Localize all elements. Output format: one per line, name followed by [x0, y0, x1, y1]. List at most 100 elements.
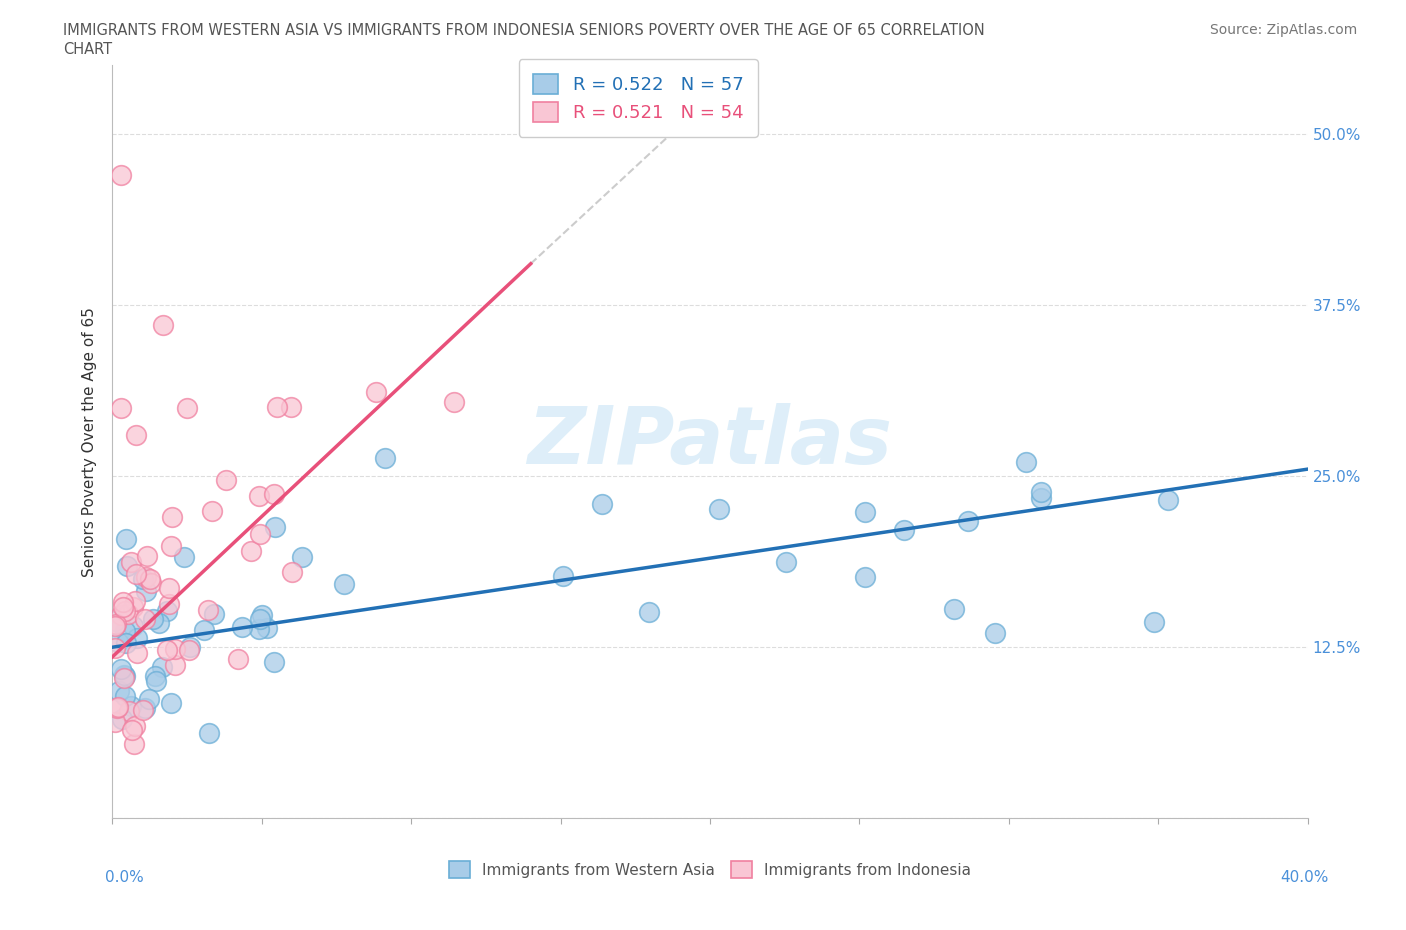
Point — [193, 623, 215, 638]
Point — [239, 543, 262, 558]
Text: ZIPatlas: ZIPatlas — [527, 403, 893, 481]
Point — [159, 696, 181, 711]
Point — [156, 604, 179, 618]
Point — [148, 616, 170, 631]
Point — [122, 618, 145, 633]
Point — [117, 606, 139, 621]
Point — [775, 554, 797, 569]
Point — [281, 565, 304, 579]
Point — [893, 523, 915, 538]
Point — [247, 488, 270, 503]
Point — [198, 725, 221, 740]
Point — [142, 612, 165, 627]
Text: Source: ZipAtlas.com: Source: ZipAtlas.com — [1209, 23, 1357, 37]
Point — [374, 451, 396, 466]
Point — [135, 570, 157, 585]
Point — [280, 400, 302, 415]
Point — [121, 722, 143, 737]
Point — [157, 580, 180, 595]
Point — [163, 658, 186, 672]
Point — [250, 607, 273, 622]
Point — [176, 400, 198, 415]
Point — [156, 642, 179, 657]
Point — [177, 642, 200, 657]
Point — [157, 597, 180, 612]
Point — [202, 606, 225, 621]
Point — [138, 571, 160, 586]
Point — [110, 400, 132, 415]
Point — [125, 567, 148, 582]
Point — [263, 520, 285, 535]
Point — [105, 701, 128, 716]
Point — [160, 538, 183, 553]
Point — [853, 505, 876, 520]
Point — [125, 428, 148, 443]
Point — [201, 503, 224, 518]
Point — [163, 642, 186, 657]
Point — [114, 532, 136, 547]
Point — [120, 554, 142, 569]
Point — [984, 625, 1007, 640]
Point — [943, 602, 966, 617]
Point — [104, 613, 127, 628]
Point — [150, 659, 173, 674]
Text: 0.0%: 0.0% — [105, 870, 145, 884]
Point — [152, 318, 174, 333]
Point — [266, 400, 288, 415]
Point — [125, 631, 148, 645]
Point — [591, 496, 613, 511]
Point — [111, 600, 134, 615]
Point — [107, 699, 129, 714]
Point — [145, 673, 167, 688]
Point — [135, 584, 157, 599]
Point — [120, 698, 142, 713]
Point — [115, 558, 138, 573]
Point — [1031, 485, 1053, 499]
Point — [111, 595, 134, 610]
Point — [132, 703, 155, 718]
Point — [249, 526, 271, 541]
Point — [112, 671, 135, 685]
Point — [110, 167, 132, 182]
Point — [134, 700, 156, 715]
Legend: Immigrants from Western Asia, Immigrants from Indonesia: Immigrants from Western Asia, Immigrants… — [441, 853, 979, 886]
Point — [124, 737, 146, 751]
Point — [143, 669, 166, 684]
Point — [114, 688, 136, 703]
Point — [215, 472, 238, 487]
Point — [110, 608, 132, 623]
Point — [114, 604, 136, 618]
Point — [104, 617, 127, 631]
Point — [709, 502, 731, 517]
Y-axis label: Seniors Poverty Over the Age of 65: Seniors Poverty Over the Age of 65 — [82, 307, 97, 577]
Point — [173, 550, 195, 565]
Text: CHART: CHART — [63, 42, 112, 57]
Point — [332, 577, 354, 591]
Point — [1157, 492, 1180, 507]
Point — [1143, 615, 1166, 630]
Point — [138, 692, 160, 707]
Point — [104, 714, 127, 729]
Point — [104, 618, 127, 633]
Point — [256, 621, 278, 636]
Point — [179, 640, 201, 655]
Point — [114, 668, 136, 683]
Point — [291, 550, 314, 565]
Point — [231, 619, 253, 634]
Point — [139, 576, 162, 591]
Point — [443, 395, 465, 410]
Point — [226, 652, 249, 667]
Point — [1031, 491, 1053, 506]
Text: IMMIGRANTS FROM WESTERN ASIA VS IMMIGRANTS FROM INDONESIA SENIORS POVERTY OVER T: IMMIGRANTS FROM WESTERN ASIA VS IMMIGRAN… — [63, 23, 986, 38]
Point — [134, 611, 156, 626]
Text: 40.0%: 40.0% — [1281, 870, 1329, 884]
Point — [160, 510, 183, 525]
Point — [1015, 455, 1038, 470]
Point — [118, 704, 141, 719]
Point — [638, 605, 661, 620]
Point — [263, 486, 285, 501]
Point — [553, 568, 575, 583]
Point — [125, 645, 148, 660]
Point — [366, 385, 388, 400]
Point — [956, 513, 979, 528]
